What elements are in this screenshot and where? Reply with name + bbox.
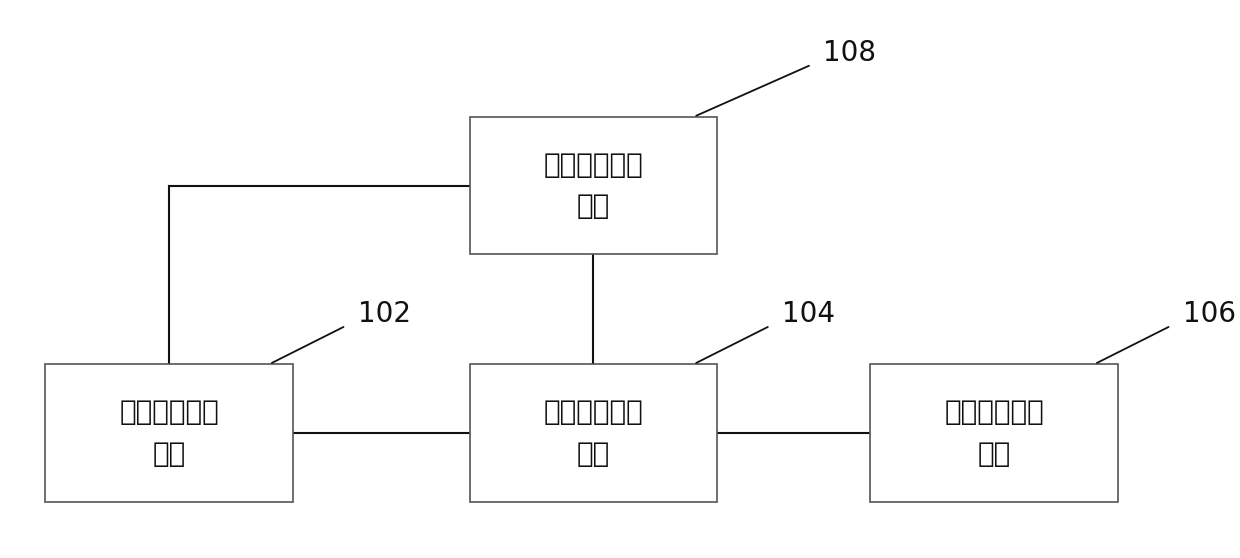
Text: 指示位置获取
模块: 指示位置获取 模块 bbox=[543, 398, 644, 468]
Text: 指示位置通知
模块: 指示位置通知 模块 bbox=[543, 151, 644, 220]
Text: 106: 106 bbox=[1183, 300, 1236, 329]
Text: 指示信令发送
模块: 指示信令发送 模块 bbox=[945, 398, 1044, 468]
Text: 102: 102 bbox=[358, 300, 410, 329]
FancyBboxPatch shape bbox=[870, 364, 1118, 502]
Text: 指示周期确定
模块: 指示周期确定 模块 bbox=[119, 398, 219, 468]
Text: 108: 108 bbox=[823, 40, 877, 68]
FancyBboxPatch shape bbox=[470, 364, 717, 502]
FancyBboxPatch shape bbox=[46, 364, 293, 502]
Text: 104: 104 bbox=[782, 300, 835, 329]
FancyBboxPatch shape bbox=[470, 117, 717, 254]
